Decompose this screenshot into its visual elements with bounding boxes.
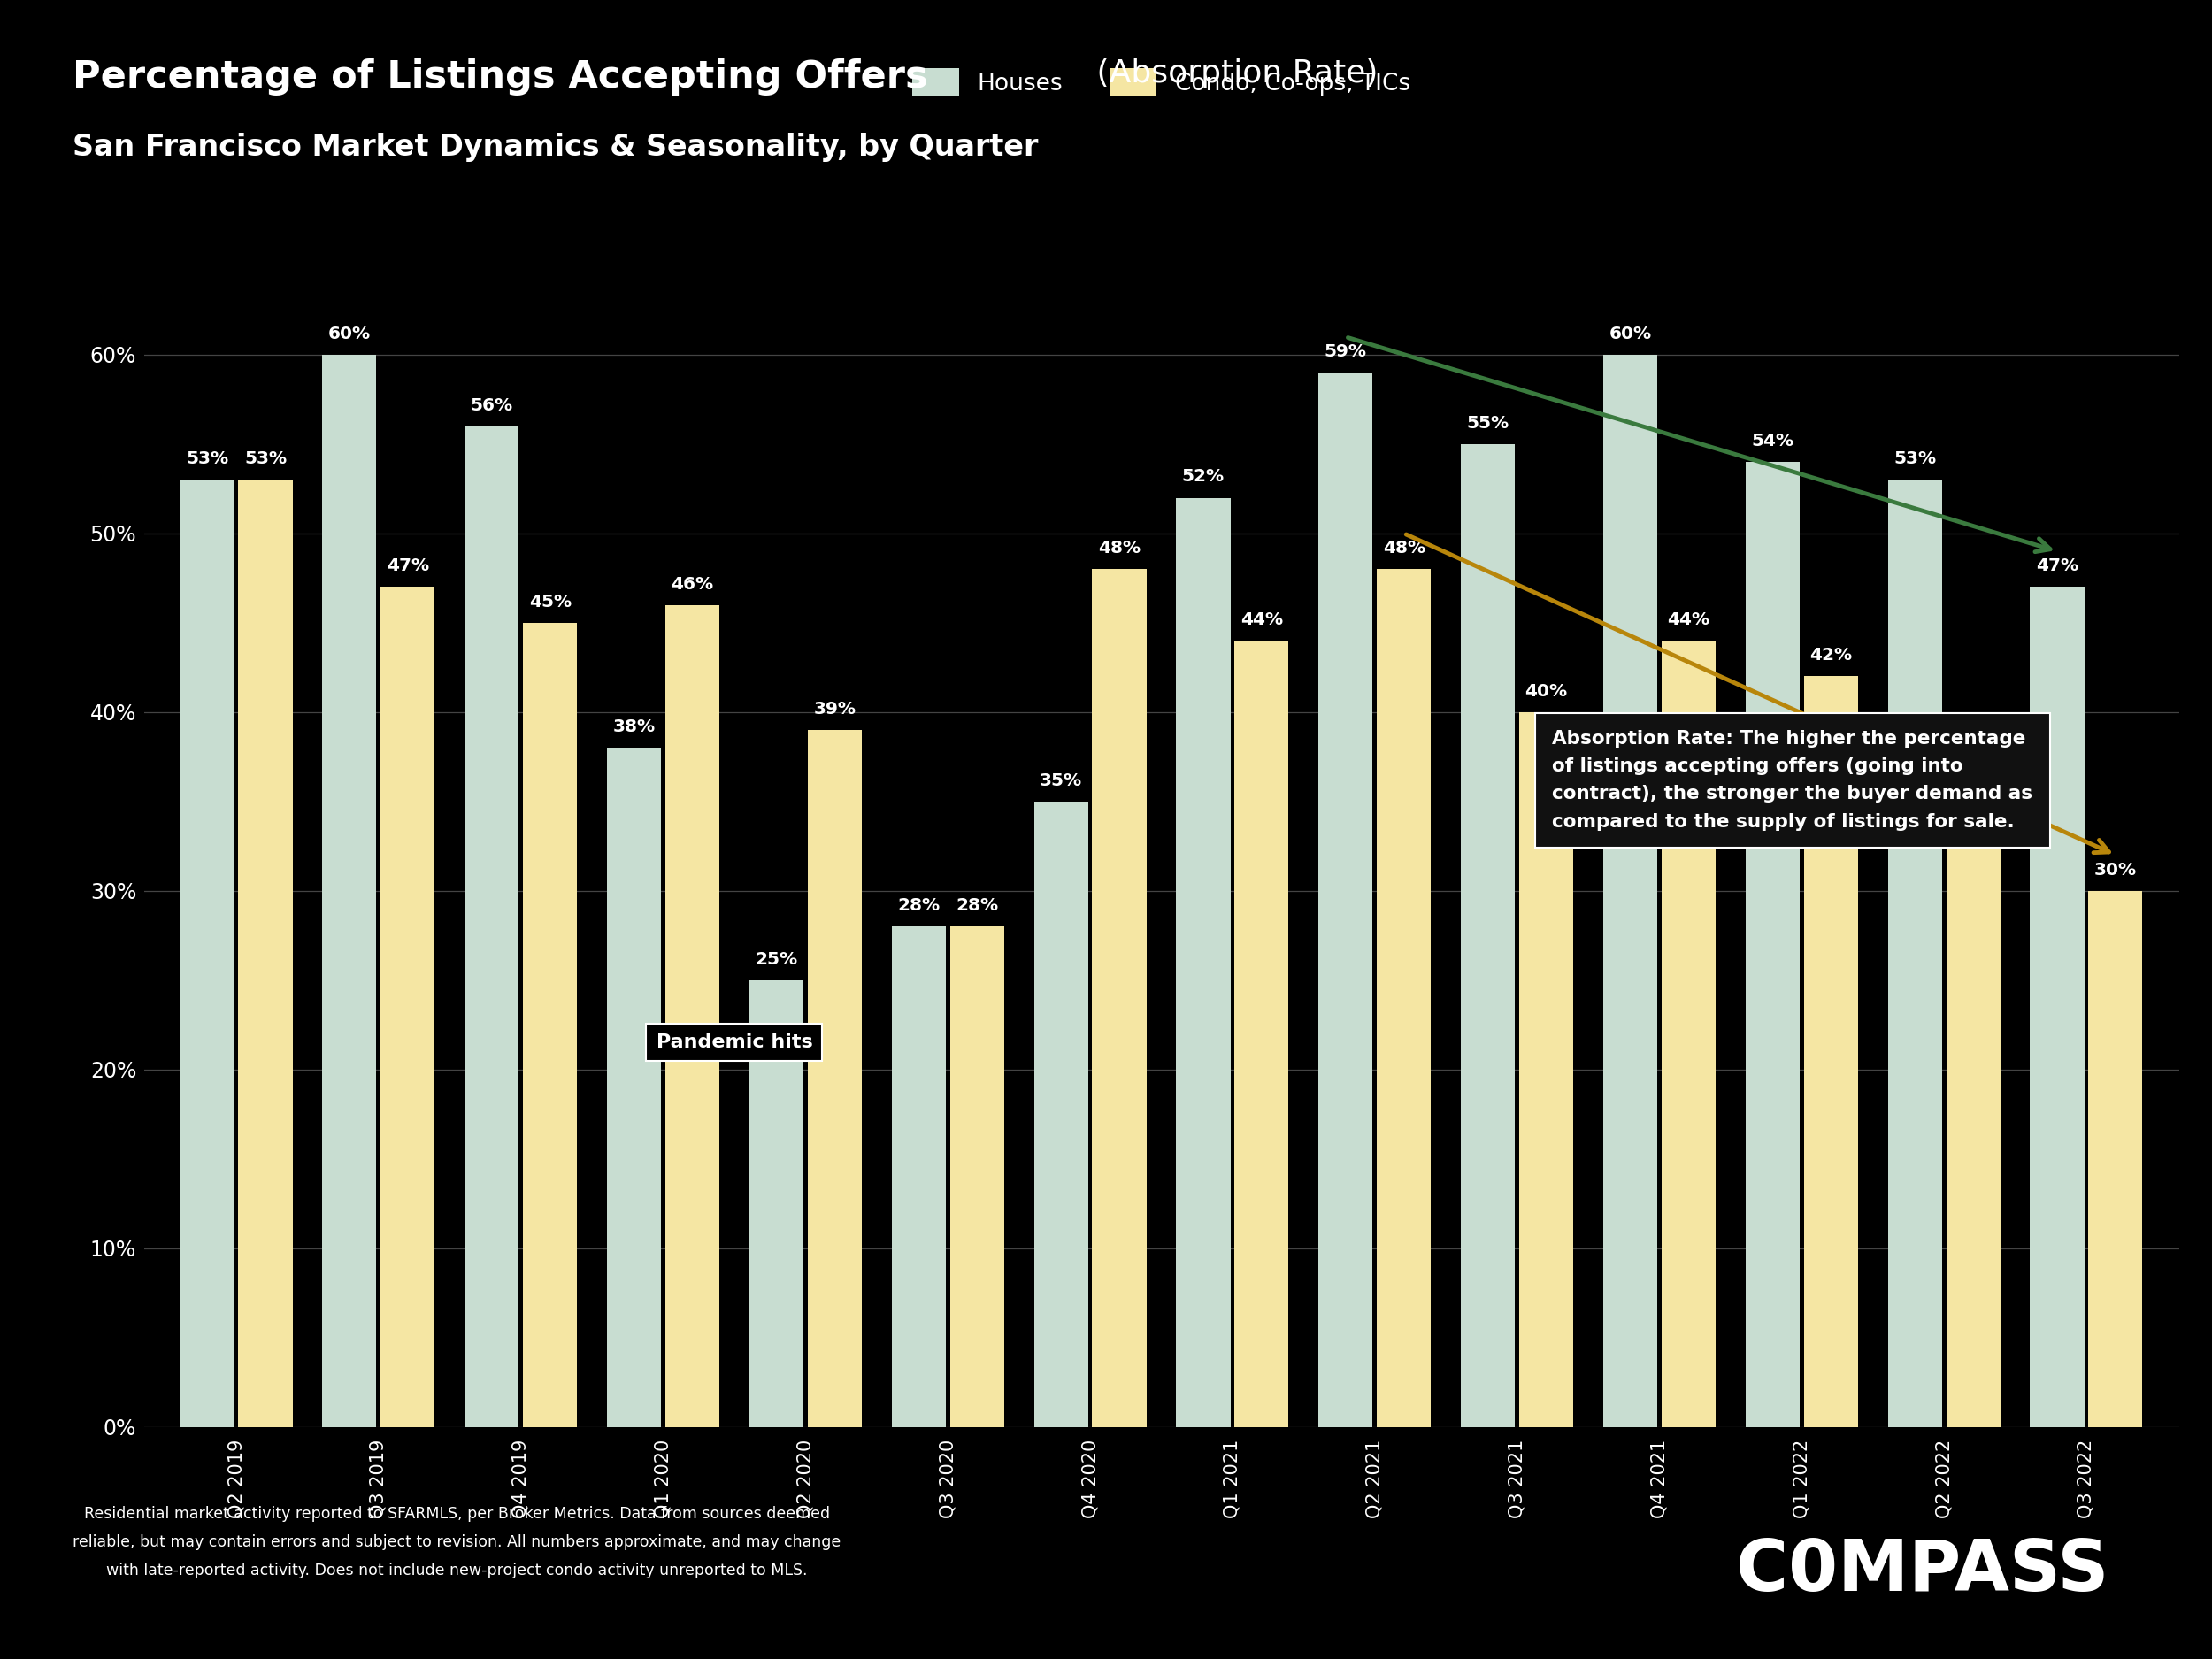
Bar <box>750 980 803 1427</box>
Bar <box>1604 355 1657 1427</box>
Text: 45%: 45% <box>529 594 571 611</box>
Bar <box>1376 569 1431 1427</box>
Text: 28%: 28% <box>898 898 940 914</box>
Bar <box>1234 640 1290 1427</box>
Text: 25%: 25% <box>754 951 799 967</box>
Text: 46%: 46% <box>670 576 714 592</box>
Bar <box>465 426 520 1427</box>
Text: 28%: 28% <box>956 898 998 914</box>
Bar <box>891 926 947 1427</box>
Bar <box>1093 569 1146 1427</box>
Text: Pandemic hits: Pandemic hits <box>657 1034 812 1052</box>
Text: 37%: 37% <box>1951 737 1995 753</box>
Bar <box>1318 373 1374 1427</box>
Bar <box>1887 479 1942 1427</box>
Text: 56%: 56% <box>471 397 513 413</box>
Bar <box>2031 587 2084 1427</box>
Bar <box>666 606 719 1427</box>
Text: 59%: 59% <box>1325 343 1367 360</box>
Text: 48%: 48% <box>1097 539 1141 557</box>
Bar <box>807 730 863 1427</box>
Bar <box>949 926 1004 1427</box>
Text: 54%: 54% <box>1752 433 1794 450</box>
Bar <box>1520 712 1573 1427</box>
Bar <box>1803 677 1858 1427</box>
Bar <box>606 748 661 1427</box>
Bar <box>1033 801 1088 1427</box>
Bar <box>1745 461 1801 1427</box>
Bar <box>239 479 292 1427</box>
Text: Absorption Rate: The higher the percentage
of listings accepting offers (going i: Absorption Rate: The higher the percenta… <box>1553 730 2033 831</box>
Text: 35%: 35% <box>1040 771 1082 790</box>
Text: 44%: 44% <box>1668 611 1710 629</box>
Text: 30%: 30% <box>2095 861 2137 878</box>
Text: C0MPASS: C0MPASS <box>1736 1536 2110 1606</box>
Bar <box>2088 891 2143 1427</box>
Legend: Houses, Condo, Co-ops, TICs: Houses, Condo, Co-ops, TICs <box>900 56 1422 108</box>
Text: 38%: 38% <box>613 718 655 735</box>
Text: San Francisco Market Dynamics & Seasonality, by Quarter: San Francisco Market Dynamics & Seasonal… <box>73 133 1040 163</box>
Text: 44%: 44% <box>1241 611 1283 629</box>
Text: 53%: 53% <box>1893 451 1936 468</box>
Bar <box>1460 445 1515 1427</box>
Text: 60%: 60% <box>327 325 372 342</box>
Text: 47%: 47% <box>2035 557 2079 574</box>
Text: 39%: 39% <box>814 700 856 717</box>
Text: Residential market activity reported to SFARMLS, per Broker Metrics. Data from s: Residential market activity reported to … <box>73 1506 841 1579</box>
Bar <box>522 622 577 1427</box>
Text: 52%: 52% <box>1181 468 1225 484</box>
Bar <box>1661 640 1717 1427</box>
Text: 47%: 47% <box>387 557 429 574</box>
Bar <box>323 355 376 1427</box>
Text: 55%: 55% <box>1467 415 1509 431</box>
Bar <box>179 479 234 1427</box>
Text: 40%: 40% <box>1524 684 1568 700</box>
Bar <box>1177 498 1230 1427</box>
Text: Percentage of Listings Accepting Offers: Percentage of Listings Accepting Offers <box>73 58 929 95</box>
Text: 42%: 42% <box>1809 647 1851 664</box>
Bar <box>1947 766 2000 1427</box>
Bar <box>380 587 436 1427</box>
Text: 48%: 48% <box>1382 539 1425 557</box>
Text: 60%: 60% <box>1608 325 1652 342</box>
Text: 53%: 53% <box>243 451 288 468</box>
Text: (Absorption Rate): (Absorption Rate) <box>1086 58 1378 88</box>
Text: 53%: 53% <box>186 451 228 468</box>
